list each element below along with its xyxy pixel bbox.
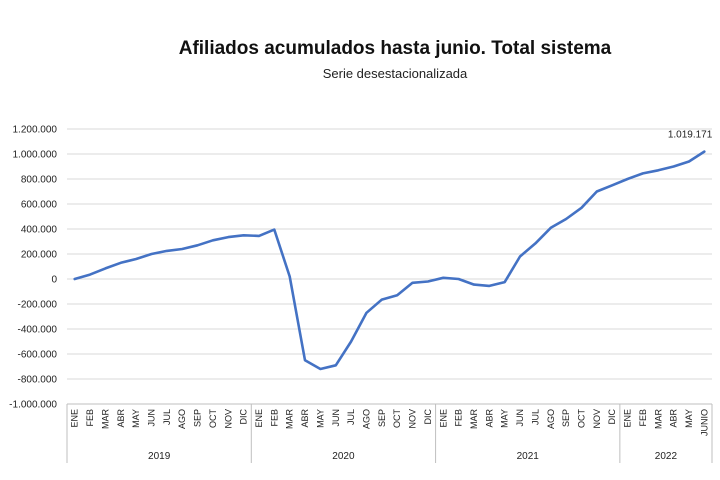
x-tick-label: ENE: [70, 409, 80, 428]
y-tick-label: 1.000.000: [13, 150, 58, 161]
x-tick-label: MAY: [684, 409, 694, 428]
x-tick-label: FEB: [454, 409, 464, 427]
x-tick-label: FEB: [85, 409, 95, 427]
x-tick-label: NOV: [408, 409, 418, 429]
x-axis: ENE FEB MAR ABR MAY JUN JUL AGO SEP OCT NOV DIC ENE F…: [66, 403, 713, 463]
x-tick-label: SEP: [561, 409, 571, 427]
x-tick-label: OCT: [208, 409, 218, 429]
x-tick-label: MAY: [131, 409, 141, 428]
series-line-group: [73, 150, 706, 371]
chart-title: Afiliados acumulados hasta junio. Total …: [178, 38, 612, 59]
y-tick-label: 600.000: [21, 200, 58, 211]
x-tick-label: OCT: [576, 409, 586, 429]
y-tick-label: 1.200.000: [13, 125, 58, 136]
y-tick-label: -400.000: [18, 325, 58, 336]
x-tick-label: ABR: [484, 409, 494, 428]
gridlines: [67, 128, 712, 405]
chart-subtitle: Serie desestacionalizada: [322, 66, 468, 81]
year-label: 2020: [332, 451, 355, 462]
x-tick-label: OCT: [392, 409, 402, 429]
year-label: 2022: [655, 451, 678, 462]
x-tick-label: MAR: [100, 409, 110, 430]
x-tick-label: NOV: [223, 409, 233, 429]
y-tick-label: -200.000: [18, 300, 58, 311]
x-tick-label: ENE: [623, 409, 633, 428]
x-tick-label: ABR: [669, 409, 679, 428]
data-labels: 1.019.171: [668, 130, 713, 141]
x-tick-label: FEB: [638, 409, 648, 427]
x-tick-label: FEB: [269, 409, 279, 427]
x-tick-label: JUL: [346, 409, 356, 425]
y-tick-label: 400.000: [21, 225, 58, 236]
y-axis-tick-labels: 1.200.000 1.000.000 800.000 600.000 400.000 2…: [9, 125, 57, 411]
x-tick-label: JUL: [162, 409, 172, 425]
x-tick-label: NOV: [592, 409, 602, 429]
x-tick-label: MAR: [653, 409, 663, 430]
x-tick-label: SEP: [193, 409, 203, 427]
y-tick-label: -1.000.000: [9, 400, 57, 411]
x-tick-label: AGO: [361, 409, 371, 429]
series-line: [73, 150, 706, 371]
x-tick-label: ABR: [300, 409, 310, 428]
x-tick-label: ENE: [438, 409, 448, 428]
x-tick-label: JUL: [530, 409, 540, 425]
x-tick-label: JUNIO: [699, 409, 709, 436]
x-tick-label: JUN: [515, 409, 525, 427]
year-label: 2021: [517, 451, 540, 462]
x-tick-label: AGO: [177, 409, 187, 429]
x-tick-label: AGO: [546, 409, 556, 429]
x-tick-label: DIC: [239, 409, 249, 425]
x-tick-label: JUN: [146, 409, 156, 427]
x-tick-label: MAY: [315, 409, 325, 428]
year-label: 2019: [148, 451, 171, 462]
x-tick-label: DIC: [607, 409, 617, 425]
x-tick-label: JUN: [331, 409, 341, 427]
y-tick-label: -600.000: [18, 350, 58, 361]
x-tick-label: ENE: [254, 409, 264, 428]
y-tick-label: -800.000: [18, 375, 58, 386]
y-tick-label: 200.000: [21, 250, 58, 261]
x-tick-label: DIC: [423, 409, 433, 425]
x-tick-label: ABR: [116, 409, 126, 428]
data-label: 1.019.171: [668, 130, 713, 141]
y-tick-label: 800.000: [21, 175, 58, 186]
y-tick-label: 0: [51, 275, 57, 286]
x-tick-label: MAR: [469, 409, 479, 430]
x-tick-label: SEP: [377, 409, 387, 427]
x-tick-label: MAY: [500, 409, 510, 428]
x-tick-label: MAR: [285, 409, 295, 430]
